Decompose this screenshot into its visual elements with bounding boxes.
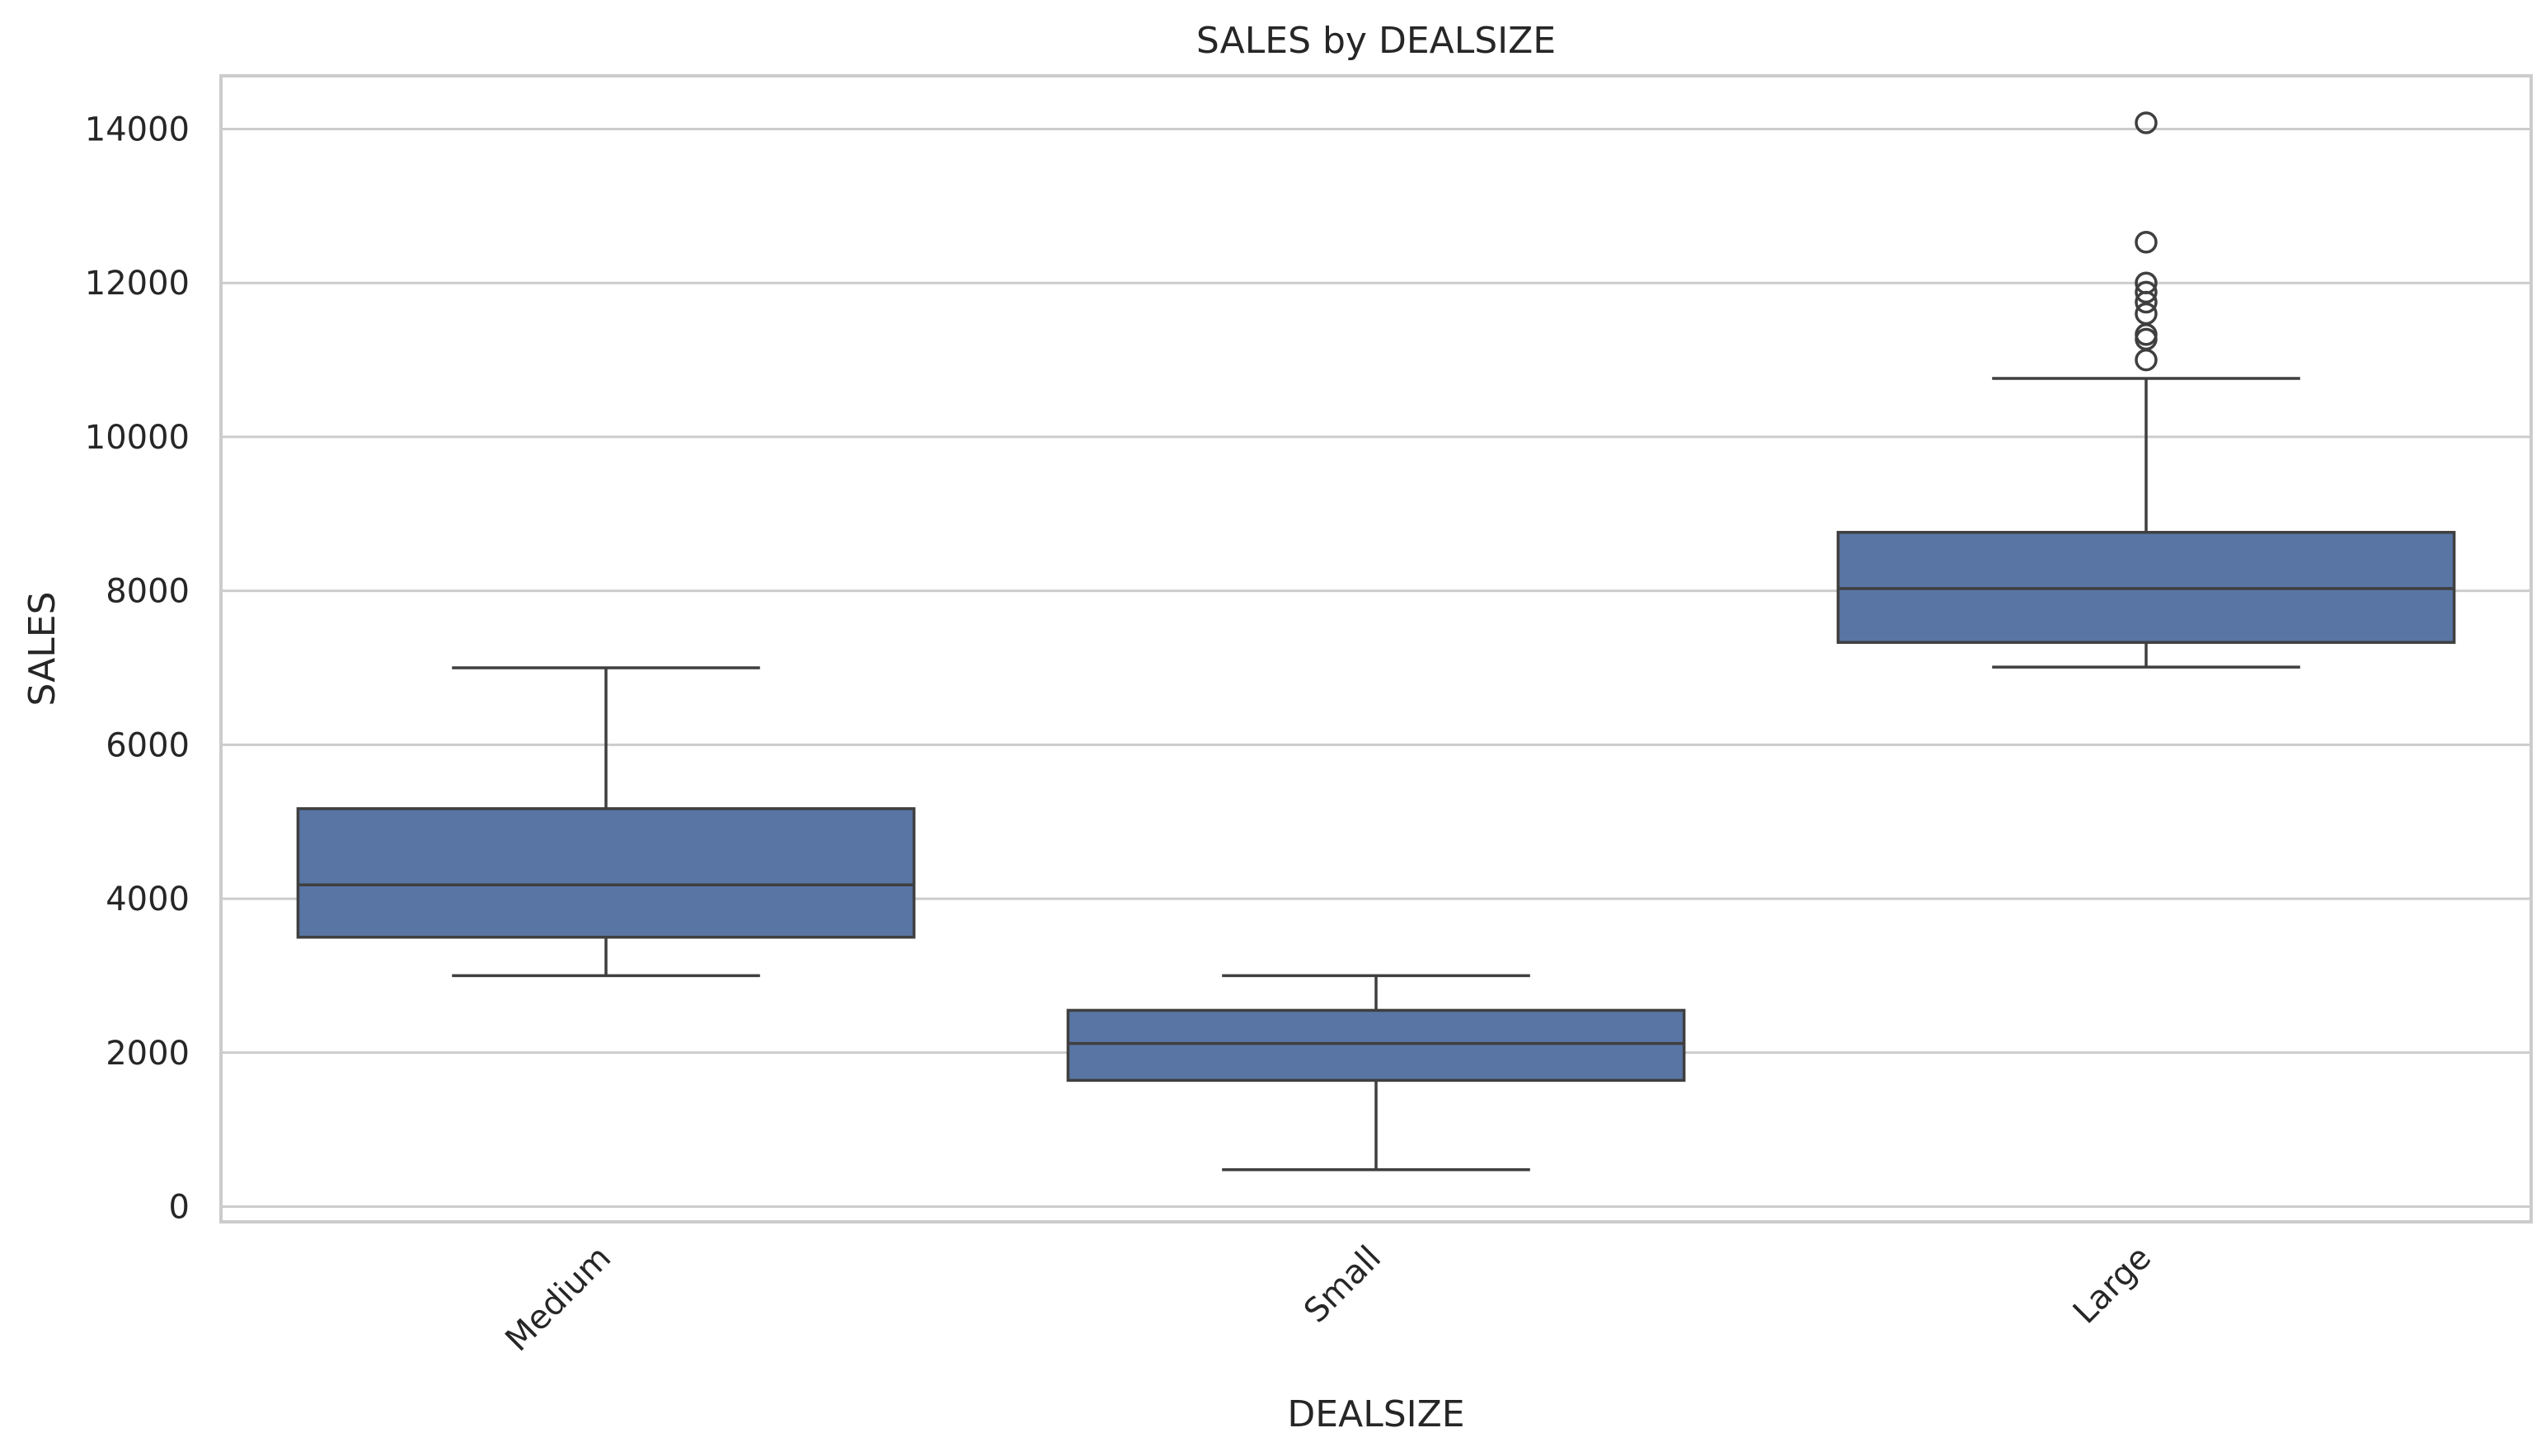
iqr-box xyxy=(1066,1008,1686,1083)
box-large xyxy=(1836,111,2456,669)
box-small xyxy=(1066,974,1686,1172)
outlier-point xyxy=(2135,323,2158,346)
outlier-point xyxy=(2135,327,2158,351)
outlier-point xyxy=(2135,302,2158,326)
y-tick-label: 0 xyxy=(169,1189,190,1227)
outlier-point xyxy=(2135,280,2158,304)
outlier-point xyxy=(2135,271,2158,294)
y-tick-label: 8000 xyxy=(106,573,190,611)
box-medium xyxy=(296,666,916,978)
y-axis-label: SALES xyxy=(21,591,63,706)
outlier-point xyxy=(2135,111,2158,134)
chart-title: SALES by DEALSIZE xyxy=(1196,20,1556,62)
y-tick-label: 2000 xyxy=(106,1035,190,1073)
outlier-point xyxy=(2135,230,2158,254)
y-tick-labels: 0 2000 4000 6000 8000 10000 12000 14000 xyxy=(85,111,190,1227)
y-tick-label: 10000 xyxy=(85,419,190,457)
outlier-point xyxy=(2135,348,2158,372)
x-tick-labels: Medium Small Large xyxy=(498,1239,2158,1360)
x-tick-label: Large xyxy=(2066,1239,2158,1332)
iqr-box xyxy=(296,807,916,939)
x-tick-label: Small xyxy=(1297,1239,1388,1331)
boxes xyxy=(296,111,2456,1172)
y-tick-label: 14000 xyxy=(85,111,190,149)
x-axis-label: DEALSIZE xyxy=(1287,1393,1464,1435)
x-tick-label: Medium xyxy=(498,1239,618,1360)
y-tick-label: 4000 xyxy=(106,881,190,918)
y-tick-label: 6000 xyxy=(106,726,190,764)
y-tick-label: 12000 xyxy=(85,265,190,303)
plot-frame xyxy=(219,74,2533,1224)
